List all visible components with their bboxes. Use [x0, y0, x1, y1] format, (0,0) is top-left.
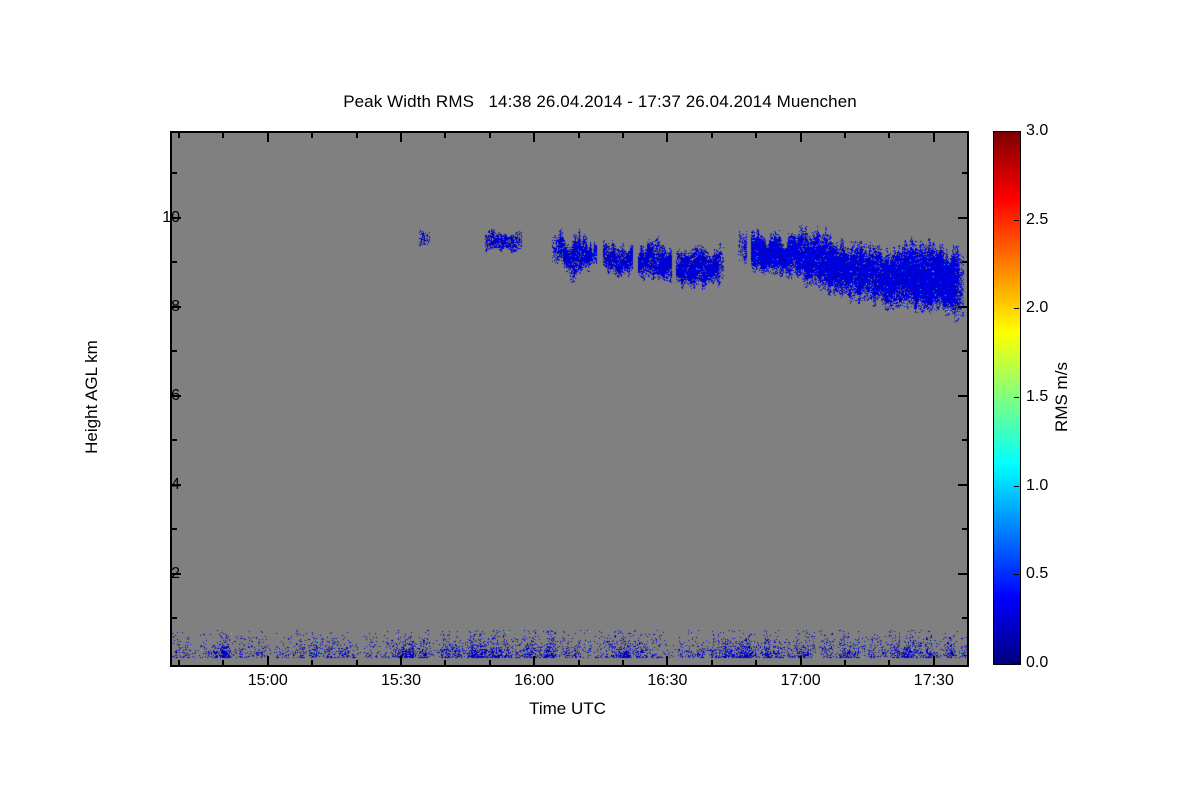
x-axis-tick [488, 133, 491, 138]
x-axis-tick [577, 133, 580, 138]
colorbar-tick [1014, 486, 1019, 487]
x-axis-tick [755, 660, 758, 665]
x-axis-label: Time UTC [529, 699, 606, 718]
plot-area[interactable] [170, 131, 969, 667]
colorbar-tick-label: 0.5 [1026, 565, 1049, 583]
y-axis-tick [172, 261, 177, 264]
y-axis-tick [172, 350, 177, 353]
x-axis-tick [399, 133, 402, 142]
y-axis-tick [962, 617, 967, 620]
x-tick-label: 15:30 [380, 672, 422, 689]
y-axis-tick [962, 350, 967, 353]
x-axis-tick [311, 660, 314, 665]
x-axis-tick [177, 133, 180, 138]
x-tick-label: 17:30 [913, 672, 954, 689]
x-axis-tick [444, 660, 447, 665]
y-axis-label: Height AGL km [82, 340, 101, 454]
colorbar[interactable] [993, 131, 1021, 665]
x-axis-tick [710, 133, 713, 138]
x-axis-tick [266, 656, 269, 665]
colorbar-gradient [994, 132, 1020, 664]
y-axis-tick [172, 439, 177, 442]
x-axis-tick [222, 133, 225, 138]
colorbar-tick-label: 2.0 [1026, 299, 1049, 317]
x-tick-label: 15:00 [247, 672, 288, 689]
y-axis-tick [962, 172, 967, 175]
x-axis-tick [266, 133, 269, 142]
y-axis-tick [958, 305, 967, 308]
colorbar-tick-label: 0.0 [1026, 654, 1049, 671]
x-axis-tick [488, 660, 491, 665]
y-tick-label: 6 [171, 386, 180, 404]
y-axis-tick [172, 305, 181, 308]
x-axis-tick [710, 660, 713, 665]
y-axis-tick [172, 528, 177, 531]
x-axis-tick [666, 133, 669, 142]
colorbar-tick [1014, 308, 1019, 309]
y-axis-tick [172, 394, 181, 397]
colorbar-label: RMS m/s [1052, 362, 1071, 432]
y-axis-tick [962, 261, 967, 264]
colorbar-tick-label: 1.5 [1026, 388, 1049, 405]
y-axis-tick [958, 572, 967, 575]
y-axis-tick [172, 617, 177, 620]
x-tick-label: 17:00 [780, 672, 821, 689]
y-axis-tick [958, 483, 967, 486]
x-axis-tick [177, 660, 180, 665]
x-axis-tick [355, 660, 358, 665]
colorbar-tick [1014, 220, 1019, 221]
y-tick-label: 8 [171, 297, 180, 315]
x-axis-tick [799, 656, 802, 665]
y-axis-tick [962, 439, 967, 442]
page-title: Peak Width RMS 14:38 26.04.2014 - 17:37 … [343, 92, 857, 111]
y-tick-label: 10 [162, 208, 180, 226]
y-axis-tick [172, 572, 181, 575]
x-axis-tick [844, 660, 847, 665]
y-tick-label: 2 [171, 564, 180, 582]
y-axis-tick [172, 216, 181, 219]
x-axis-tick [844, 133, 847, 138]
colorbar-tick [1014, 574, 1019, 575]
colorbar-tick [1014, 663, 1019, 664]
y-axis-tick [172, 172, 177, 175]
y-axis-tick [172, 483, 181, 486]
colorbar-tick-label: 1.0 [1026, 476, 1049, 494]
x-axis-tick [355, 133, 358, 138]
x-axis-tick [311, 133, 314, 138]
x-axis-tick [932, 133, 935, 142]
y-axis-tick [958, 394, 967, 397]
colorbar-tick [1014, 131, 1019, 132]
x-axis-tick [399, 656, 402, 665]
x-tick-label: 16:00 [514, 672, 555, 689]
x-axis-tick [932, 656, 935, 665]
x-axis-tick [755, 133, 758, 138]
y-tick-label: 4 [171, 475, 180, 493]
x-axis-tick [622, 660, 624, 665]
x-axis-tick [888, 133, 891, 138]
x-axis-tick [533, 656, 536, 665]
colorbar-tick-label: 2.5 [1026, 210, 1049, 228]
x-axis-tick [533, 133, 536, 142]
y-axis-tick [958, 216, 967, 219]
colorbar-tick-label: 3.0 [1026, 122, 1049, 139]
x-tick-label: 16:30 [647, 672, 688, 689]
y-axis-tick [962, 528, 967, 531]
x-axis-tick [666, 656, 669, 665]
x-axis-tick [444, 133, 447, 138]
colorbar-tick [1014, 397, 1019, 398]
x-axis-tick [622, 133, 624, 138]
heatmap-raster [172, 133, 967, 665]
x-axis-tick [577, 660, 580, 665]
x-axis-tick [799, 133, 802, 142]
x-axis-tick [222, 660, 225, 665]
x-axis-tick [888, 660, 891, 665]
